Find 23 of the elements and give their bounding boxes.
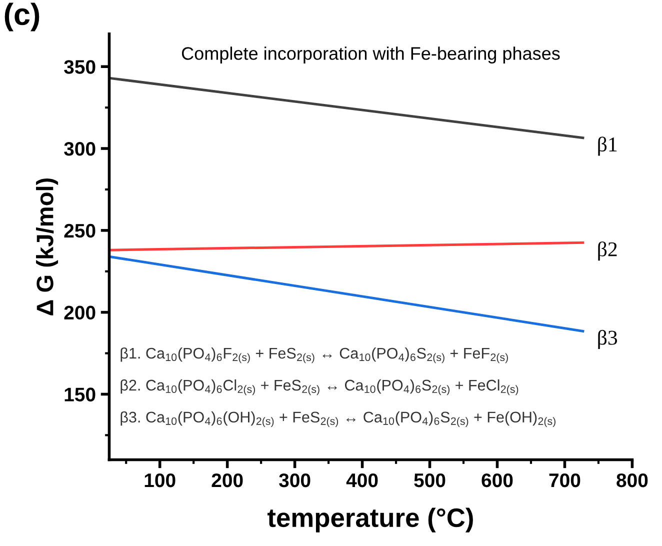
x-tick-label: 700 [549,473,580,488]
x-axis-title: temperature (°C) [268,508,473,532]
text: β1. Ca$_{10}$(PO$_{4}$)$_{6}$F$_{2(s)}$ + FeS$_{2(s)}$ ↔ Ca$_{10}$(PO$_{4}$)$_{6}$S$_{2(s)}$ + FeF$_{2(s)}$ [120,347,508,364]
x-tick-label: 400 [346,473,378,488]
text: Complete incorporation with Fe-bearing phases [182,46,560,64]
y-tick-label: 350 [64,60,96,74]
y-tick-label: 150 [64,388,96,402]
x-tick-label: 100 [144,473,176,488]
annotation: β1 [598,136,617,156]
x-tick-label: 500 [414,473,446,488]
text: β2. Ca$_{10}$(PO$_{4}$)$_{6}$Cl$_{2(s)}$ + FeS$_{2(s)}$ ↔ Ca$_{10}$(PO$_{4}$)$_{6}$S$_{2(s)}$ + FeCl$_{2(s)}$ [120,379,518,396]
y-tick-label: 200 [64,306,96,320]
text: (c) [4,2,40,32]
y-tick-label: 250 [64,224,96,238]
text: β3. Ca$_{10}$(PO$_{4}$)$_{6}$(OH)$_{2(s)}$ + FeS$_{2(s)}$ ↔ Ca$_{10}$(PO$_{4}$)$_{6}$S$_{2(s)}$ + Fe(OH)$_{2(s)}$ [120,411,556,428]
annotation: β2 [598,241,617,261]
y-axis-title: Δ G (kJ/mol) [36,178,58,316]
x-tick-label: 200 [212,473,243,488]
x-tick-label: 300 [279,473,310,488]
x-tick-label: 600 [482,473,513,488]
x-tick-label: 800 [616,473,648,488]
y-tick-label: 300 [64,142,96,156]
annotation: β3 [598,330,618,350]
